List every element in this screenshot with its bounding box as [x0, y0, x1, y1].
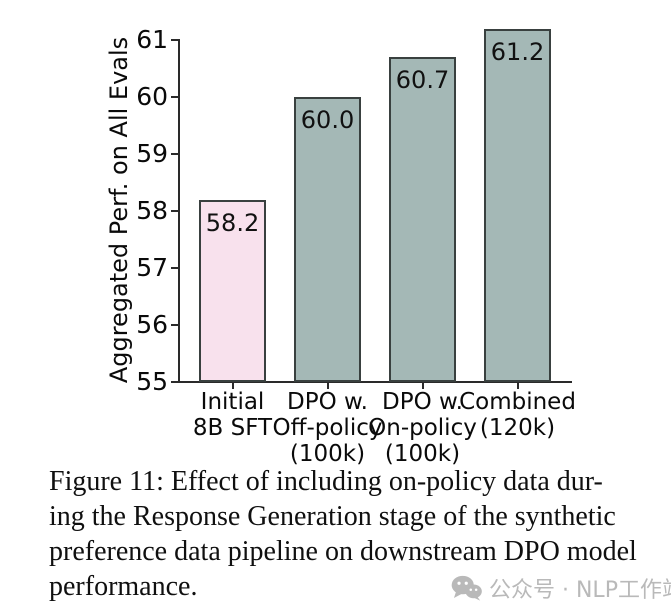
wechat-icon — [451, 575, 482, 601]
y-tick-label: 58 — [136, 196, 168, 225]
y-tick-label: 59 — [136, 139, 168, 168]
y-tick-label: 60 — [136, 82, 168, 111]
x-axis-line — [178, 381, 572, 383]
y-tick-label: 57 — [136, 253, 168, 282]
bar-3: 60.7 — [389, 57, 456, 382]
y-tick-mark — [171, 39, 178, 41]
caption-line: ing the Response Generation stage of the… — [49, 501, 616, 532]
y-tick-mark — [171, 324, 178, 326]
x-tick-label: DPO w. On-policy (100k) — [348, 389, 498, 467]
caption-line: preference data pipeline on downstream D… — [49, 536, 637, 567]
x-tick-label: DPO w. Off-policy (100k) — [253, 389, 403, 467]
x-tick-label-line: On-policy — [368, 415, 477, 441]
x-tick-mark — [231, 383, 234, 389]
y-tick-mark — [171, 153, 178, 155]
caption-line: performance. — [49, 571, 198, 602]
x-tick-mark — [516, 383, 519, 389]
y-tick-label: 56 — [136, 310, 168, 339]
bar-value-label: 60.7 — [395, 66, 450, 94]
x-tick-label-line: (100k) — [289, 441, 366, 467]
y-tick-label: 55 — [136, 367, 168, 396]
y-tick-label: 61 — [136, 25, 168, 54]
bar-2: 60.0 — [294, 97, 361, 382]
figure-caption: Figure 11: Effect of including on-policy… — [49, 464, 649, 604]
bar-value-label: 58.2 — [205, 209, 260, 237]
caption-line: Figure 11: Effect of including on-policy… — [49, 466, 603, 497]
y-tick-mark — [171, 381, 178, 383]
x-tick-mark — [326, 383, 329, 389]
x-tick-label-line: (120k) — [479, 415, 556, 441]
y-tick-mark — [171, 96, 178, 98]
x-tick-mark — [421, 383, 424, 389]
x-tick-label-line: Off-policy — [272, 415, 383, 441]
x-tick-label-line: DPO w. — [381, 389, 463, 415]
y-axis-spine — [178, 39, 180, 383]
bar-4: 61.2 — [484, 29, 551, 382]
x-tick-label-line: (100k) — [384, 441, 461, 467]
bar-value-label: 60.0 — [300, 106, 355, 134]
x-tick-label-line: DPO w. — [286, 389, 368, 415]
x-tick-label-line: 8B SFT — [192, 415, 273, 441]
x-tick-label: Combined (120k) — [443, 389, 593, 441]
x-tick-label-line: Initial — [200, 389, 265, 415]
x-tick-label: Initial 8B SFT — [158, 389, 308, 441]
bar-1: 58.2 — [199, 200, 266, 382]
y-tick-mark — [171, 210, 178, 212]
x-tick-label-line: Combined — [459, 389, 576, 415]
watermark-text: 公众号 · NLP工作站 — [489, 578, 671, 603]
y-tick-mark — [171, 267, 178, 269]
bar-value-label: 61.2 — [490, 38, 545, 66]
watermark: 公众号 · NLP工作站 — [451, 572, 671, 604]
